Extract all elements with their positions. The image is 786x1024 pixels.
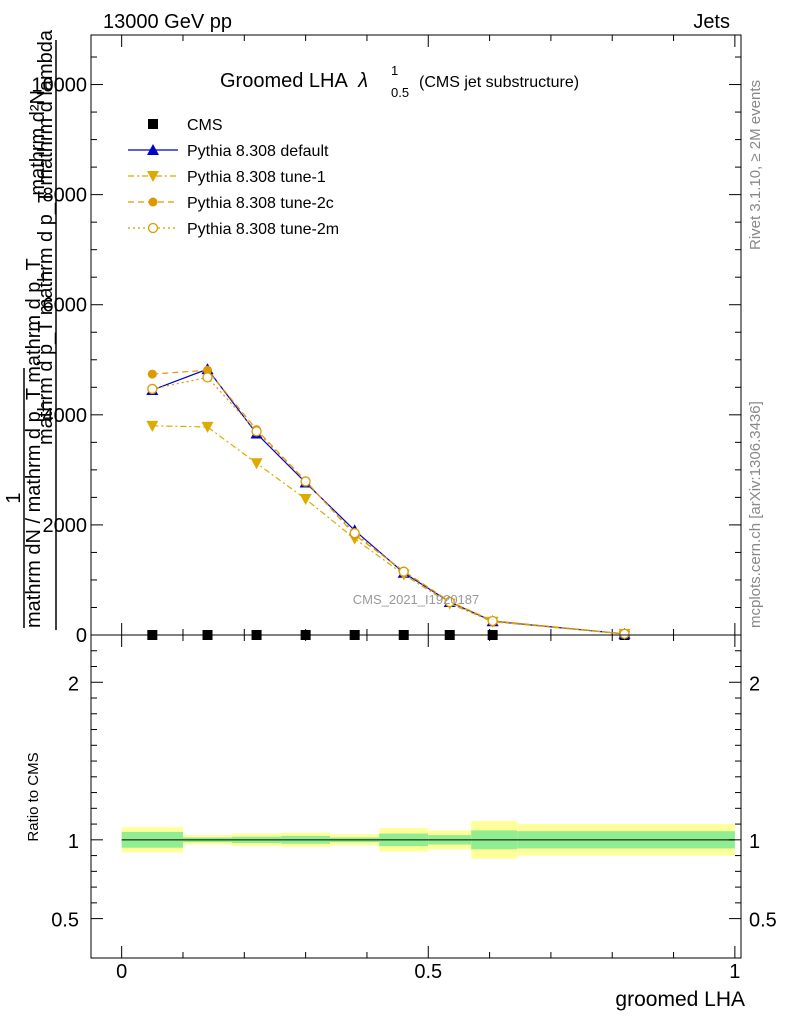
xlabel: groomed LHA: [615, 988, 745, 1011]
mcplots-credit: mcplots.cern.ch [arXiv:1306.3436]: [747, 401, 764, 628]
legend-marker: [148, 119, 158, 129]
ratio-ylabel: Ratio to CMS: [25, 752, 42, 841]
data-point: [251, 426, 262, 437]
legend-label: Pythia 8.308 tune-2m: [187, 221, 339, 238]
data-point: [619, 628, 630, 639]
data-point: [146, 420, 159, 432]
legend: CMS Pythia 8.308 default Pythia 8.308 tune…: [128, 117, 339, 238]
ratio-bands: [121, 820, 735, 859]
data-point: [398, 566, 409, 577]
legend-entry: Pythia 8.308 tune-2c: [128, 195, 334, 212]
main-ytick-label: 10000: [31, 75, 87, 97]
legend-label: Pythia 8.308 default: [187, 143, 329, 160]
data-point: [201, 421, 214, 433]
legend-label: Pythia 8.308 tune-2c: [187, 195, 334, 212]
ylabel-inner: mathrm d p_T mathrm d p_T mathrm d lambd…: [35, 29, 57, 445]
ratio-panel: 0.5 0.5 1 1 2 2 0 0.5 1: [51, 634, 777, 983]
ylabel-one: 1: [3, 492, 25, 503]
main-ytick-label: 6000: [43, 295, 88, 317]
side-credits: Rivet 3.1.10, ≥ 2M events mcplots.cern.c…: [747, 80, 764, 628]
series-line: [152, 369, 625, 635]
main-ytick-label: 8000: [43, 185, 88, 207]
main-axis-ticks: 0 2000 4000 6000 8000 10000: [31, 35, 741, 647]
legend-marker: [148, 197, 158, 207]
legend-entry: Pythia 8.308 tune-1: [128, 169, 326, 186]
ratio-ytick-label-right: 2: [749, 673, 760, 695]
data-point: [202, 372, 213, 383]
title-lambda: λ: [357, 70, 368, 92]
category-label: Jets: [693, 11, 730, 33]
ratio-ytick-label: 1: [68, 831, 79, 853]
data-point: [147, 383, 158, 395]
legend-marker: [147, 222, 159, 234]
title-main: Groomed LHA λ: [220, 70, 368, 92]
main-panel: 0 2000 4000 6000 8000 10000: [31, 34, 742, 647]
legend-entry: Pythia 8.308 default: [128, 143, 329, 160]
legend-marker: [147, 171, 159, 182]
ratio-ytick-label: 2: [68, 673, 79, 695]
ylabel-numerator: mathrm d²N: [27, 90, 49, 196]
plot-title: Groomed LHA λ 1 0.5 (CMS jet substructur…: [220, 63, 579, 100]
legend-entry: CMS: [148, 117, 223, 134]
data-point: [444, 596, 455, 608]
legend-label: CMS: [187, 117, 223, 134]
ylabel-denominator: mathrm dN / mathrm d p_T mathrm d p_T: [23, 258, 45, 628]
analysis-watermark: CMS_2021_I1920187: [353, 592, 480, 607]
data-point: [349, 528, 360, 539]
xtick-label: 0.5: [414, 961, 442, 983]
legend-entry: Pythia 8.308 tune-2m: [128, 221, 339, 238]
legend-marker: [147, 144, 159, 155]
data-point: [300, 476, 311, 487]
ratio-axis-ticks: 0.5 0.5 1 1 2 2 0 0.5 1: [51, 635, 777, 983]
data-point: [299, 494, 312, 506]
title-subscript: 0.5: [391, 85, 409, 100]
xtick-label: 0: [116, 961, 127, 983]
main-ytick-label: 2000: [43, 515, 88, 537]
data-point: [487, 615, 498, 627]
series-2: [146, 420, 631, 640]
title-superscript: 1: [391, 63, 398, 78]
title-main-text: Groomed LHA: [220, 70, 348, 92]
ratio-ytick-label-right: 1: [749, 831, 760, 853]
ratio-ytick-label-right: 0.5: [749, 910, 777, 932]
xtick-label: 1: [729, 961, 740, 983]
main-ytick-label: 0: [76, 625, 87, 647]
main-ylabel: mathrm d²N mathrm d p_T mathrm d p_T mat…: [3, 29, 57, 630]
main-ytick-label: 4000: [43, 405, 88, 427]
data-point: [147, 369, 157, 379]
legend-label: Pythia 8.308 tune-1: [187, 169, 326, 186]
ratio-frame: [90, 634, 742, 959]
energy-label: 13000 GeV pp: [103, 11, 232, 33]
data-point: [203, 365, 213, 375]
title-parenthetical: (CMS jet substructure): [419, 74, 579, 91]
series-4: [147, 372, 630, 639]
rivet-credit: Rivet 3.1.10, ≥ 2M events: [747, 80, 764, 250]
ratio-ytick-label: 0.5: [51, 910, 79, 932]
data-point: [250, 458, 263, 470]
